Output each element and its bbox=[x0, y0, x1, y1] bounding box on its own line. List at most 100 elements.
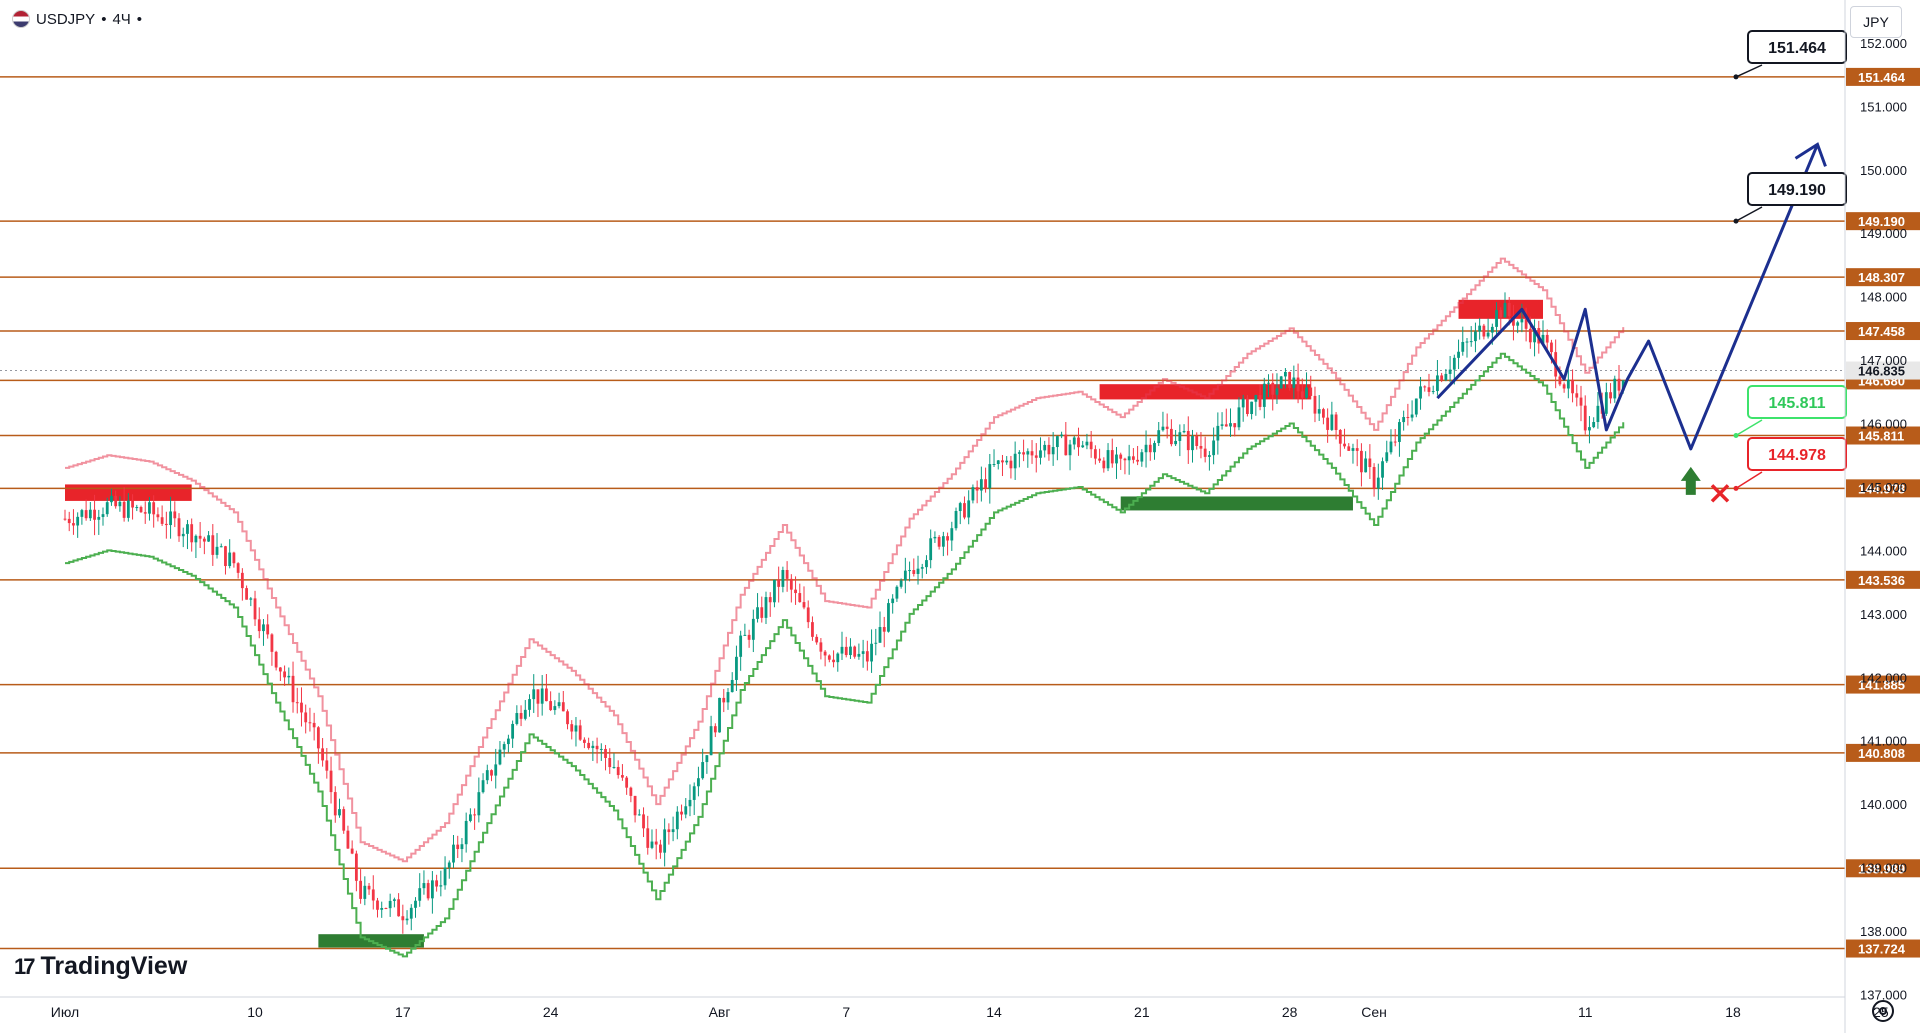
candle-body bbox=[1169, 428, 1173, 445]
candle-body bbox=[768, 597, 772, 603]
candle-body bbox=[616, 766, 620, 776]
candle-body bbox=[1081, 445, 1085, 448]
candle-body bbox=[1305, 387, 1308, 398]
candle-body bbox=[270, 634, 274, 652]
candle-body bbox=[692, 786, 696, 800]
candle-body bbox=[1313, 395, 1317, 414]
level-price-label: 138.989 bbox=[1858, 861, 1905, 876]
candle-body bbox=[730, 679, 734, 693]
candle-body bbox=[941, 536, 945, 547]
x-tick-label: Июл bbox=[51, 1004, 79, 1020]
candle-body bbox=[1106, 450, 1110, 469]
candle-body bbox=[1507, 302, 1511, 317]
candle-body bbox=[1013, 453, 1017, 469]
candle-body bbox=[1393, 441, 1397, 443]
candle-body bbox=[186, 524, 189, 534]
candle-body bbox=[1144, 444, 1148, 453]
candle-body bbox=[274, 651, 278, 668]
candle-body bbox=[988, 464, 992, 489]
symbol-header[interactable]: USDJPY • 4Ч • bbox=[12, 10, 142, 28]
candle-body bbox=[1545, 334, 1549, 343]
candle-body bbox=[1182, 430, 1186, 433]
candle-body bbox=[895, 586, 899, 599]
candle-body bbox=[1292, 377, 1296, 388]
usd-flag-icon bbox=[12, 10, 30, 28]
candle-body bbox=[1452, 357, 1456, 370]
x-tick-label: 7 bbox=[842, 1004, 850, 1020]
candle-body bbox=[528, 699, 531, 710]
target-callout-149-leader bbox=[1735, 206, 1763, 222]
x-tick-label: Сен bbox=[1361, 1004, 1387, 1020]
candle-body bbox=[743, 634, 747, 636]
candle-body bbox=[549, 701, 553, 711]
candle-body bbox=[629, 787, 633, 796]
candle-body bbox=[198, 535, 202, 539]
level-price-tag bbox=[1846, 570, 1920, 589]
candle-body bbox=[507, 738, 510, 745]
candle-body bbox=[1499, 310, 1503, 318]
candle-body bbox=[1051, 447, 1055, 455]
candle-body bbox=[1550, 342, 1553, 353]
candle-body bbox=[519, 713, 523, 719]
candle-body bbox=[646, 828, 650, 848]
candle-body bbox=[675, 811, 679, 830]
candle-body bbox=[840, 646, 844, 654]
candle-body bbox=[1077, 437, 1080, 448]
candle-body bbox=[971, 487, 975, 501]
candle-body bbox=[494, 764, 498, 776]
candle-body bbox=[1575, 393, 1579, 398]
candle-body bbox=[984, 479, 987, 489]
candle-body bbox=[739, 635, 743, 657]
candle-body bbox=[1562, 384, 1566, 389]
candle-body bbox=[333, 792, 337, 816]
x-tick-label: 28 bbox=[1282, 1004, 1298, 1020]
candle-body bbox=[1330, 414, 1334, 430]
candle-body bbox=[371, 889, 375, 901]
candle-body bbox=[633, 795, 637, 816]
candle-body bbox=[190, 524, 194, 543]
candle-body bbox=[992, 463, 996, 465]
candle-body bbox=[1047, 444, 1051, 455]
candle-body bbox=[236, 563, 240, 573]
y-tick-label: 137.000 bbox=[1860, 987, 1907, 1002]
candle-body bbox=[1203, 448, 1207, 457]
last-price-tag bbox=[1846, 361, 1920, 380]
candle-body bbox=[798, 593, 802, 603]
candle-body bbox=[342, 809, 346, 831]
candle-body bbox=[1482, 325, 1486, 337]
candle-body bbox=[954, 511, 958, 529]
candle-body bbox=[67, 518, 71, 524]
candle-body bbox=[1381, 461, 1384, 478]
candle-body bbox=[1178, 432, 1182, 441]
candle-body bbox=[1419, 386, 1422, 399]
candle-body bbox=[1338, 429, 1342, 444]
candle-body bbox=[1558, 376, 1562, 385]
candle-body bbox=[211, 535, 215, 555]
x-tick-label: 24 bbox=[543, 1004, 559, 1020]
candle-body bbox=[426, 883, 430, 899]
candle-body bbox=[266, 624, 270, 635]
candle-body bbox=[181, 533, 185, 537]
candle-body bbox=[1174, 440, 1178, 445]
candle-body bbox=[912, 570, 916, 574]
settings-icon[interactable] bbox=[1872, 1000, 1894, 1022]
candle-body bbox=[1034, 455, 1038, 458]
target-callouts: 151.464 149.190 145.811 144.978 bbox=[1733, 30, 1847, 491]
candle-body bbox=[654, 841, 658, 845]
symbol-name: USDJPY bbox=[36, 10, 96, 28]
candle-body bbox=[84, 510, 88, 519]
candle-body bbox=[874, 642, 878, 644]
candle-body bbox=[1423, 386, 1427, 388]
candle-body bbox=[836, 653, 840, 663]
currency-button[interactable]: JPY bbox=[1850, 6, 1902, 38]
candle-body bbox=[363, 885, 367, 899]
candle-body bbox=[143, 512, 147, 514]
x-tick-label: Авг bbox=[709, 1004, 731, 1020]
candle-body bbox=[219, 546, 223, 548]
candle-body bbox=[1246, 398, 1249, 415]
candle-body bbox=[908, 570, 911, 572]
target-callout-149-box bbox=[1747, 172, 1847, 206]
candle-body bbox=[1279, 376, 1283, 389]
candle-body bbox=[946, 536, 949, 541]
